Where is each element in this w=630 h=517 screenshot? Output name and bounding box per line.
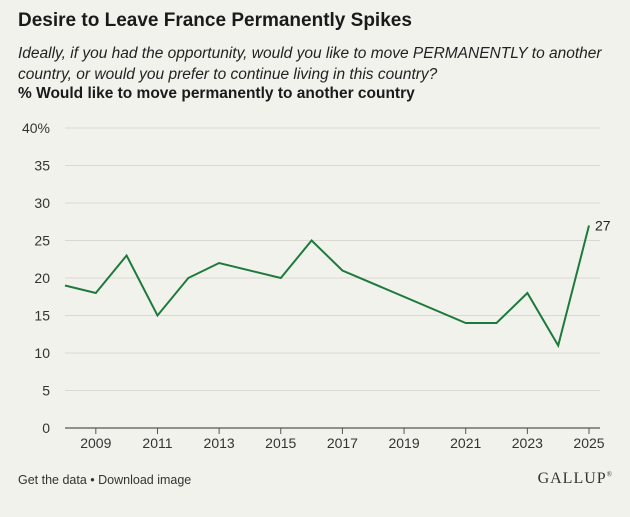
x-tick-label: 2013 [204, 435, 235, 451]
x-tick-label: 2009 [80, 435, 111, 451]
x-tick-label: 2023 [512, 435, 543, 451]
chart-y-label: % Would like to move permanently to anot… [18, 85, 415, 102]
download-image-link[interactable]: Download image [98, 473, 192, 487]
x-tick-label: 2015 [265, 435, 296, 451]
gallup-logo[interactable]: GALLUP® [538, 470, 612, 488]
y-tick-label: 20 [34, 270, 50, 286]
footer-links: Get the data • Download image [18, 473, 191, 487]
chart-subtitle: Ideally, if you had the opportunity, wou… [18, 45, 602, 83]
y-tick-label: 35 [34, 158, 50, 174]
y-tick-label: 15 [34, 308, 50, 324]
y-tick-label: 30 [34, 195, 50, 211]
y-tick-label: 10 [34, 345, 50, 361]
x-tick-label: 2019 [388, 435, 419, 451]
series-line [64, 225, 590, 349]
x-tick-label: 2021 [450, 435, 481, 451]
gallup-logo-mark: ® [606, 470, 612, 479]
y-tick-label: 0 [42, 420, 50, 436]
y-tick-label: 40% [22, 120, 50, 136]
data-label: 27 [595, 218, 611, 234]
footer-separator: • [86, 473, 99, 487]
chart-title: Desire to Leave France Permanently Spike… [18, 10, 412, 31]
x-tick-label: 2011 [142, 435, 172, 451]
gallup-logo-text: GALLUP [537, 470, 607, 487]
y-tick-label: 5 [42, 383, 50, 399]
x-tick-label: 2017 [327, 435, 358, 451]
x-tick-label: 2025 [573, 435, 604, 451]
y-tick-label: 25 [34, 233, 50, 249]
get-data-link[interactable]: Get the data [18, 473, 87, 487]
